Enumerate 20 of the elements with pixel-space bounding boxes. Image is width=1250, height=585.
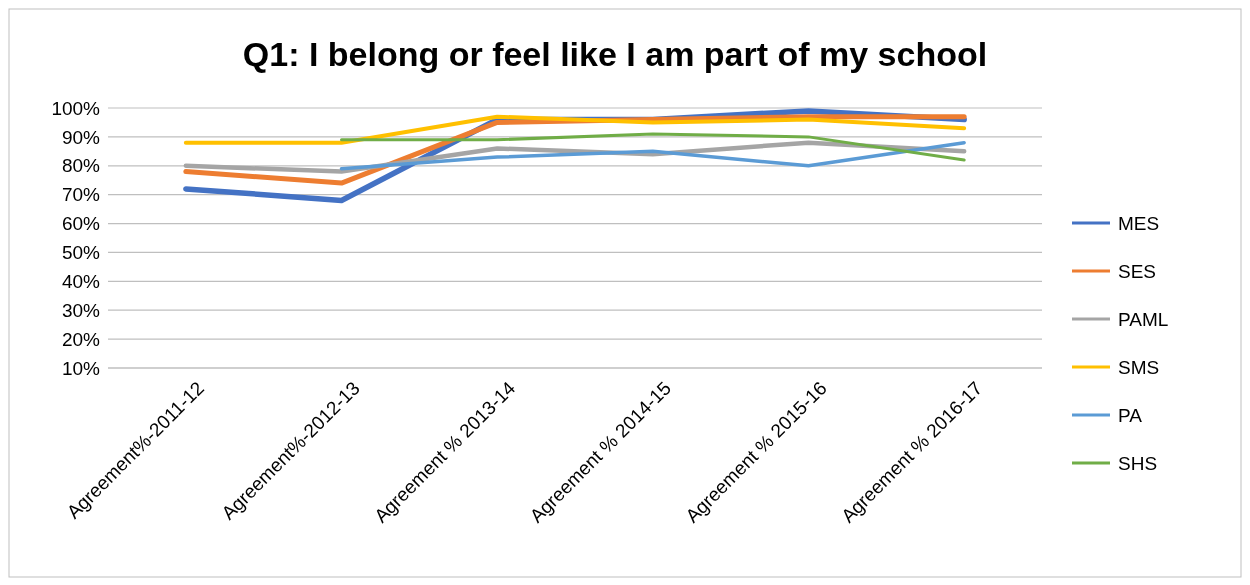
legend-label: SMS [1118,356,1160,378]
y-tick-label: 50% [61,242,101,264]
y-tick-label: 80% [61,155,101,177]
legend-label: MES [1118,212,1160,234]
line-series [339,140,966,171]
legend-label: PA [1118,404,1143,426]
y-tick-label: 30% [61,299,101,321]
legend-label: SES [1118,260,1157,282]
legend-label: SHS [1118,452,1158,474]
y-tick-label: 10% [61,357,101,379]
y-tick-label: 40% [61,270,101,292]
line-series [183,114,967,145]
y-tick-label: 60% [61,213,101,235]
y-tick-label: 20% [61,328,101,350]
line-series [340,132,966,162]
legend-label: PAML [1118,308,1169,330]
chart-title: Q1: I belong or feel like I am part of my school [242,35,988,73]
y-tick-label: 70% [61,184,101,206]
y-tick-label: 90% [61,126,101,148]
y-tick-label: 100% [51,97,101,119]
